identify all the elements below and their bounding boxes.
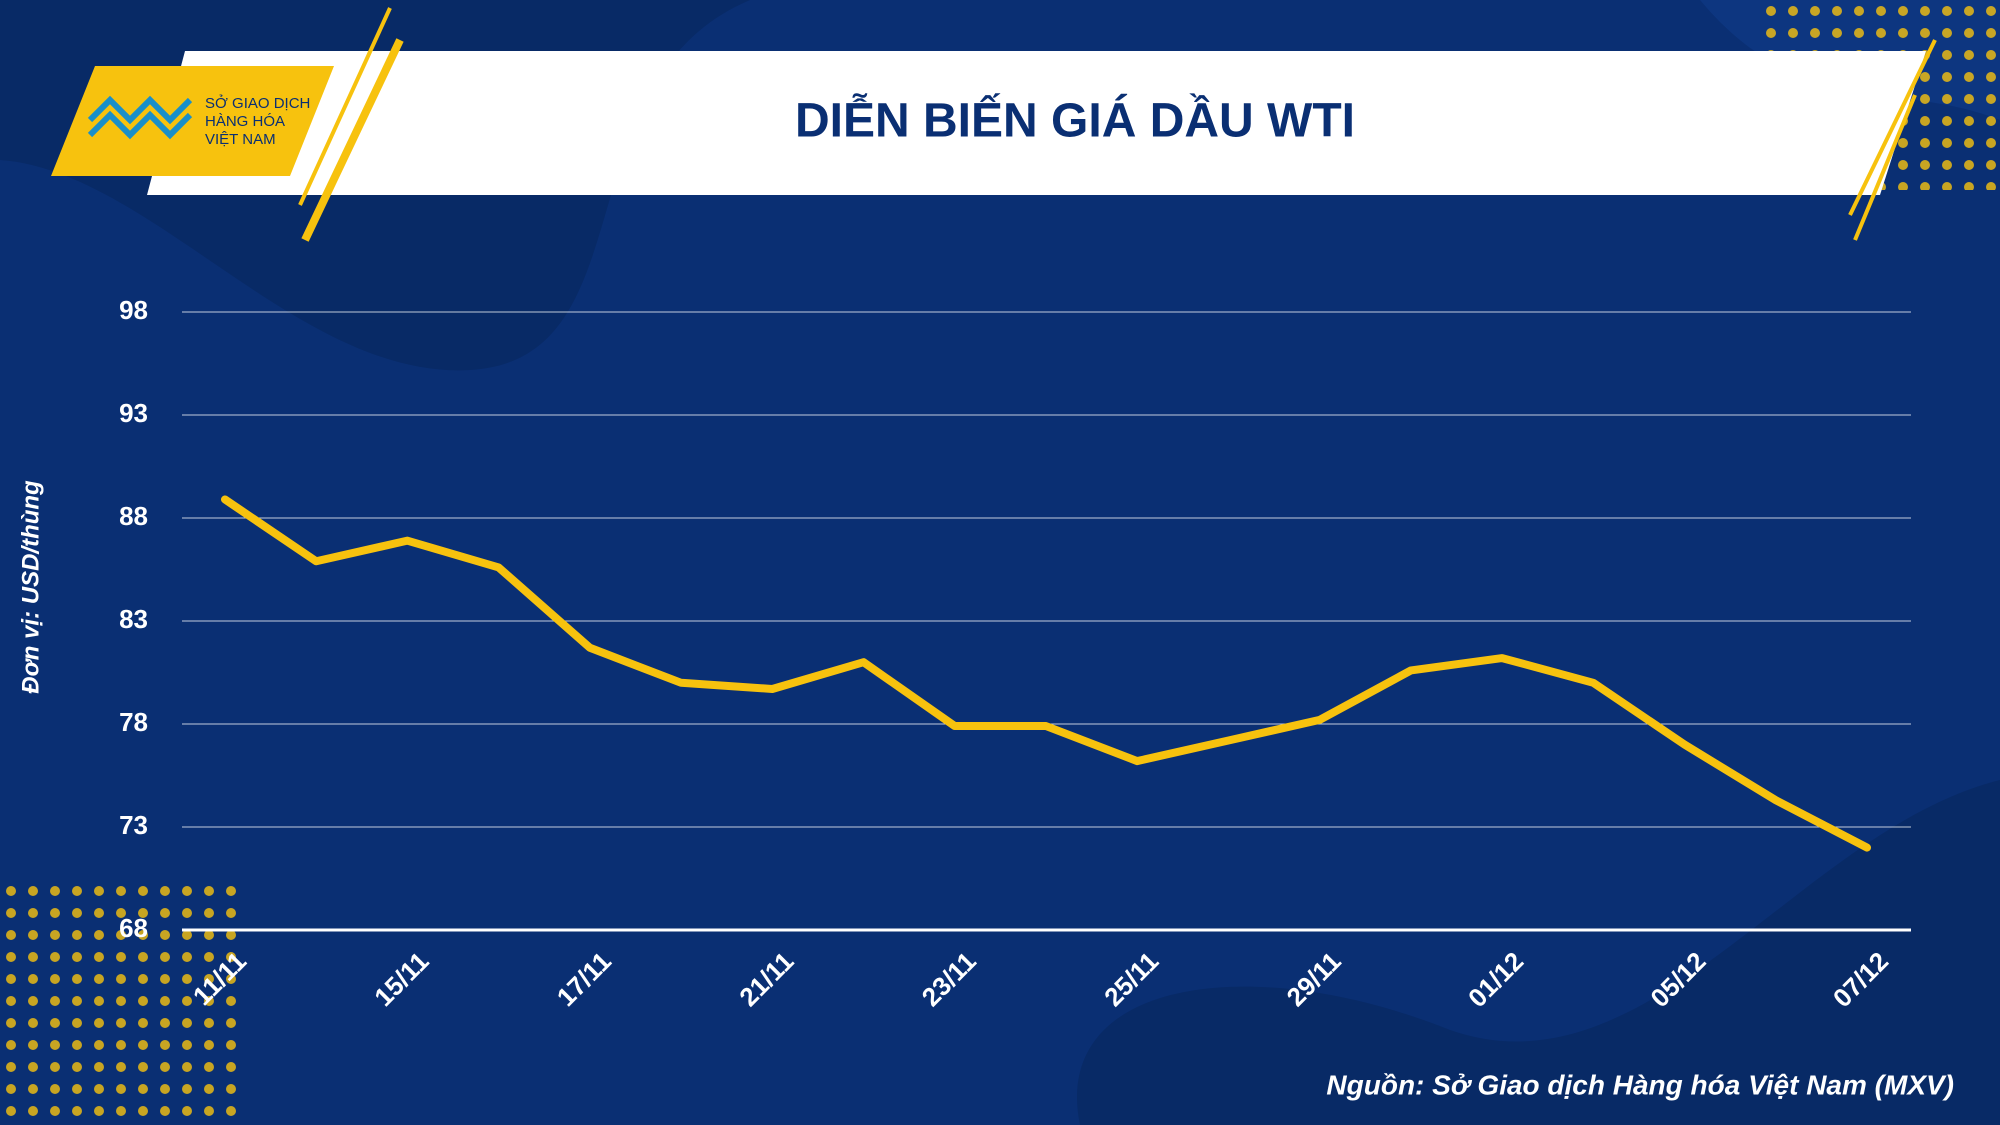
y-tick-label: 93 xyxy=(119,398,148,428)
y-tick-label: 83 xyxy=(119,604,148,634)
background-shape xyxy=(1076,780,2000,1125)
y-tick-label: 68 xyxy=(119,913,148,943)
title-banner xyxy=(147,51,1926,195)
accent-line xyxy=(298,7,392,206)
logo-text: VIỆT NAM xyxy=(205,131,276,148)
accent-line xyxy=(1853,94,1917,241)
y-axis-title: Đơn vị: USD/thùng xyxy=(17,480,44,694)
y-tick-label: 98 xyxy=(119,295,148,325)
logo-text: HÀNG HÓA xyxy=(205,113,285,130)
chart-title: DIỄN BIẾN GIÁ DẦU WTI xyxy=(795,94,1355,148)
logo-mark xyxy=(87,95,193,140)
y-tick-label: 78 xyxy=(119,707,148,737)
data-line xyxy=(221,495,1871,852)
source-note: Nguồn: Sở Giao dịch Hàng hóa Việt Nam (M… xyxy=(1326,1069,1954,1100)
logo-text: SỞ GIAO DỊCH xyxy=(205,94,310,112)
accent-line xyxy=(301,38,404,242)
accent-line xyxy=(1848,39,1937,216)
logo-box xyxy=(51,66,334,176)
y-tick-label: 73 xyxy=(119,810,148,840)
y-tick-label: 88 xyxy=(119,501,148,531)
dot-pattern xyxy=(0,880,240,1125)
